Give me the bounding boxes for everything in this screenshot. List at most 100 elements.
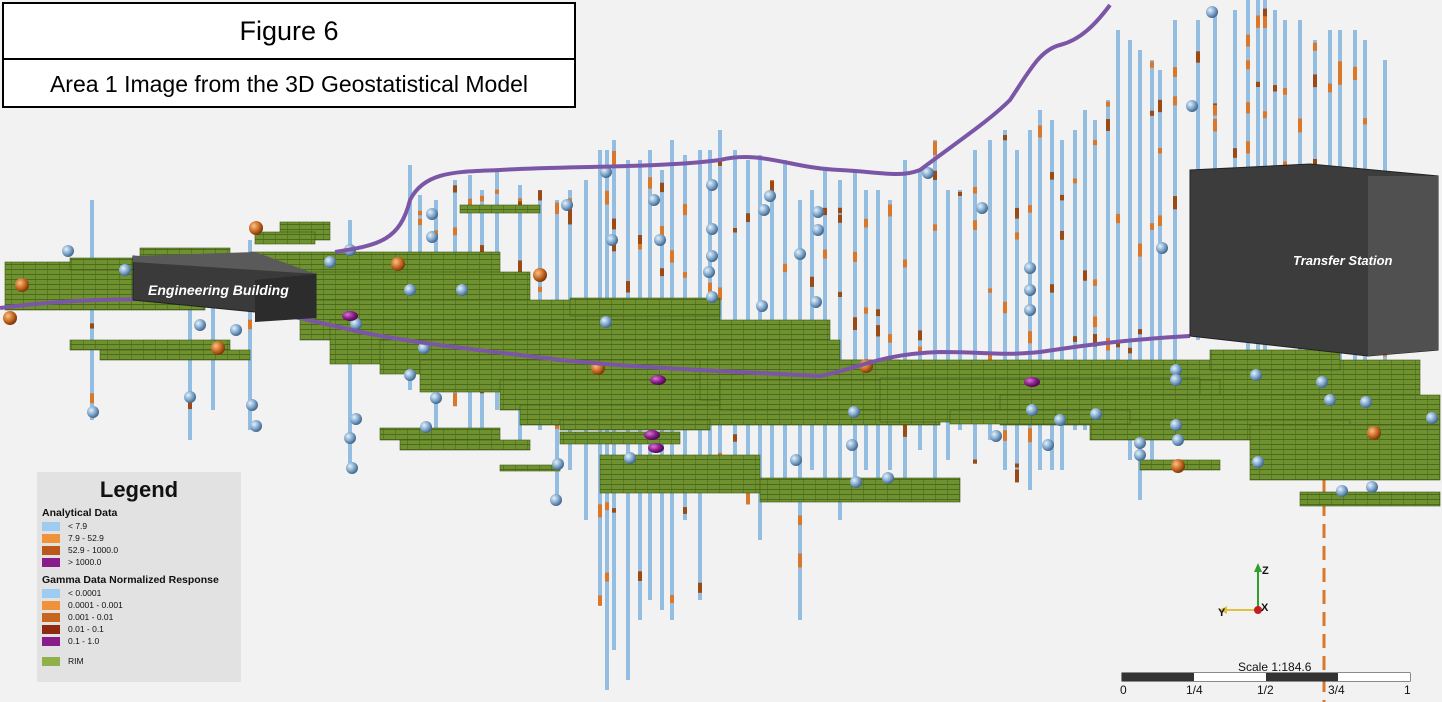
sample-sphere	[764, 190, 776, 202]
rim-block	[69, 339, 231, 351]
sample-sphere	[552, 458, 564, 470]
sample-sphere	[706, 250, 718, 262]
sample-sphere-purple	[644, 430, 660, 440]
scale-tick-2: 1/2	[1257, 683, 1274, 697]
borehole-interval	[568, 209, 572, 216]
legend: Legend Analytical Data < 7.9 7.9 - 52.9 52…	[37, 472, 241, 682]
legend-gamma-item: 0.0001 - 0.001	[42, 599, 241, 611]
borehole-interval	[612, 508, 616, 513]
borehole-interval	[605, 572, 609, 582]
rim-block	[459, 204, 541, 214]
sample-sphere	[846, 439, 858, 451]
borehole-interval	[1353, 66, 1357, 81]
borehole-interval	[1003, 134, 1007, 141]
buildings-layer	[132, 163, 1439, 357]
borehole-interval	[798, 515, 802, 526]
sample-sphere	[848, 406, 860, 418]
legend-rim-swatch	[42, 656, 60, 666]
rim-layer	[4, 204, 1441, 507]
sample-sphere	[600, 166, 612, 178]
borehole-interval	[638, 235, 642, 244]
sample-sphere	[420, 421, 432, 433]
borehole-interval	[1158, 148, 1162, 154]
sample-sphere-orange	[391, 257, 405, 271]
borehole-interval	[453, 185, 457, 193]
sample-sphere-purple	[342, 311, 358, 321]
borehole-interval	[1106, 339, 1110, 351]
engineering-building-label: Engineering Building	[148, 282, 289, 298]
borehole-interval	[1150, 110, 1154, 116]
sample-sphere	[790, 454, 802, 466]
sample-sphere-orange	[3, 311, 17, 325]
borehole-interval	[1138, 329, 1142, 335]
borehole-interval	[1173, 67, 1177, 77]
borehole-interval	[1050, 284, 1054, 293]
scale-title: Scale 1:184.6	[1238, 660, 1312, 674]
borehole-interval	[888, 334, 892, 343]
borehole-interval	[1028, 205, 1032, 213]
borehole-interval	[638, 571, 642, 581]
transfer-station-side	[1368, 176, 1438, 356]
scale-tick-1: 1/4	[1186, 683, 1203, 697]
sample-sphere	[1024, 262, 1036, 274]
axis-z-label: Z	[1262, 565, 1269, 577]
borehole-interval	[918, 330, 922, 341]
sample-sphere	[1172, 434, 1184, 446]
legend-analytical-swatch	[42, 557, 60, 567]
sample-sphere	[404, 369, 416, 381]
sample-sphere	[756, 300, 768, 312]
sample-sphere	[703, 266, 715, 278]
sample-sphere	[624, 452, 636, 464]
axis-y-arrow	[1219, 606, 1227, 614]
sample-sphere-orange	[1367, 426, 1381, 440]
legend-analytical-item: 52.9 - 1000.0	[42, 544, 241, 556]
rim-block	[559, 431, 681, 445]
borehole-interval	[1283, 161, 1287, 168]
sample-sphere	[1134, 449, 1146, 461]
sample-sphere	[882, 472, 894, 484]
sample-sphere	[1170, 374, 1182, 386]
sample-sphere	[706, 291, 718, 303]
scale-bar-segment	[1122, 673, 1194, 681]
borehole-interval	[670, 595, 674, 603]
axis-x-dot	[1254, 606, 1262, 614]
borehole-interval	[453, 227, 457, 236]
borehole-interval	[1083, 270, 1087, 281]
sample-sphere	[430, 392, 442, 404]
borehole-interval	[626, 281, 630, 293]
rim-block	[599, 454, 761, 494]
legend-gamma-label: 0.01 - 0.1	[68, 624, 104, 634]
borehole-interval	[1015, 463, 1019, 468]
borehole-interval	[605, 502, 609, 511]
borehole-interval	[1003, 301, 1007, 314]
legend-analytical-swatch	[42, 545, 60, 555]
borehole-interval	[1256, 15, 1260, 28]
borehole-interval	[1028, 331, 1032, 344]
borehole-interval	[1106, 101, 1110, 107]
borehole-interval	[538, 286, 542, 292]
sample-sphere	[456, 284, 468, 296]
sample-sphere-orange	[15, 278, 29, 292]
borehole-interval	[612, 218, 616, 230]
borehole-interval	[708, 282, 712, 295]
borehole-interval	[798, 553, 802, 568]
sample-sphere-orange	[533, 268, 547, 282]
sample-sphere	[812, 224, 824, 236]
scale-bar-segment	[1338, 673, 1410, 681]
borehole-interval	[1263, 111, 1267, 119]
borehole-interval	[670, 250, 674, 261]
legend-analytical-label: > 1000.0	[68, 557, 102, 567]
borehole-interval	[1213, 105, 1217, 116]
borehole-interval	[1038, 125, 1042, 138]
borehole-interval	[853, 251, 857, 262]
borehole-interval	[1313, 42, 1317, 51]
borehole-interval	[1246, 141, 1250, 154]
borehole-interval	[90, 323, 94, 329]
sample-sphere	[184, 391, 196, 403]
borehole-interval	[864, 218, 868, 228]
borehole-interval	[1298, 118, 1302, 133]
engineering-building-top	[133, 252, 316, 274]
legend-title: Legend	[99, 477, 179, 502]
borehole-interval	[1233, 148, 1237, 158]
borehole-interval	[418, 210, 422, 216]
